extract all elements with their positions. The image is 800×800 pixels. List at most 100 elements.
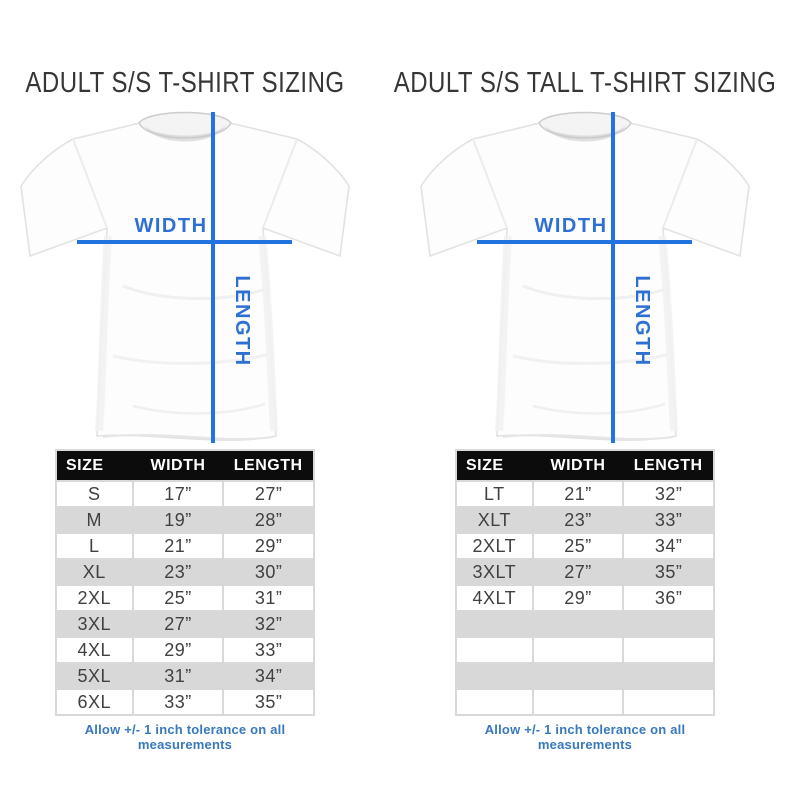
tshirt-sleeve-seam-left — [472, 138, 508, 229]
length-label: LENGTH — [631, 275, 653, 366]
width-label: WIDTH — [534, 215, 607, 237]
table-row: 3XL 27” 32” — [55, 610, 315, 638]
table-cell: 31” — [222, 584, 315, 612]
table-cell: 21” — [131, 532, 225, 560]
table-row: M 19” 28” — [55, 506, 315, 534]
table-row — [455, 636, 715, 664]
table-cell — [455, 610, 534, 638]
table-cell — [455, 636, 534, 664]
panel-regular-sizing: ADULT S/S T-SHIRT SIZING WIDTH LENGTH — [0, 69, 385, 752]
tshirt-wrinkle — [532, 402, 666, 415]
table-cell: 25” — [131, 584, 225, 612]
table-row: 4XL 29” 33” — [55, 636, 315, 664]
table-cell: M — [55, 506, 134, 534]
table-cell: 3XL — [55, 610, 134, 638]
column-header-length: LENGTH — [223, 450, 314, 481]
tshirt-wrinkle — [512, 352, 670, 365]
column-header-size: SIZE — [456, 450, 533, 481]
tshirt-wrinkle — [112, 352, 270, 365]
table-cell: 31” — [131, 662, 225, 690]
table-row: LT 21” 32” — [455, 480, 715, 508]
table-row: 2XLT 25” 34” — [455, 532, 715, 560]
panel-tall-sizing: ADULT S/S TALL T-SHIRT SIZING WIDTH LENG… — [385, 69, 785, 752]
column-header-width: WIDTH — [132, 450, 224, 481]
column-header-length: LENGTH — [623, 450, 714, 481]
size-table-body: S 17” 27” M 19” 28” L 21” 29” XL 23” 30” 2XL 25” 31” 3X… — [55, 480, 315, 716]
table-cell: XL — [55, 558, 134, 586]
tolerance-footnote: Allow +/- 1 inch tolerance on all measur… — [84, 722, 286, 752]
tshirt-hem-shadow — [102, 433, 274, 441]
table-row: 2XL 25” 31” — [55, 584, 315, 612]
table-cell: 4XLT — [455, 584, 534, 612]
table-row — [455, 662, 715, 690]
table-cell: 32” — [222, 610, 315, 638]
table-cell: 2XL — [55, 584, 134, 612]
table-cell: 17” — [131, 480, 225, 508]
sizing-page: ADULT S/S T-SHIRT SIZING WIDTH LENGTH — [0, 69, 785, 752]
table-cell: 29” — [222, 532, 315, 560]
table-cell — [455, 688, 534, 716]
table-cell: 29” — [531, 584, 625, 612]
table-cell: 27” — [531, 558, 625, 586]
table-row: 5XL 31” 34” — [55, 662, 315, 690]
collar-shadow — [144, 125, 226, 142]
table-cell: 29” — [131, 636, 225, 664]
panel-title: ADULT S/S TALL T-SHIRT SIZING — [393, 67, 777, 100]
tolerance-footnote: Allow +/- 1 inch tolerance on all measur… — [484, 722, 686, 752]
table-cell: 34” — [622, 532, 715, 560]
table-cell: 34” — [222, 662, 315, 690]
table-row — [455, 610, 715, 638]
table-cell: S — [55, 480, 134, 508]
tshirt-hem-shadow — [502, 433, 674, 441]
tshirt-shade-left — [95, 235, 112, 432]
table-cell — [455, 662, 534, 690]
table-cell: 33” — [622, 506, 715, 534]
table-cell — [622, 636, 715, 664]
table-cell: 19” — [131, 506, 225, 534]
table-cell — [531, 610, 625, 638]
tshirt-shade-right — [658, 235, 678, 432]
size-table-body: LT 21” 32” XLT 23” 33” 2XLT 25” 34” 3XLT 27” 35” 4XL… — [455, 480, 715, 716]
table-cell: LT — [455, 480, 534, 508]
table-cell: 36” — [622, 584, 715, 612]
tshirt-wrinkle — [132, 402, 266, 415]
table-cell — [531, 636, 625, 664]
table-cell: 35” — [622, 558, 715, 586]
table-cell: 23” — [131, 558, 225, 586]
table-cell: 30” — [222, 558, 315, 586]
table-row: 4XLT 29” 36” — [455, 584, 715, 612]
table-row — [455, 688, 715, 716]
tshirt-shade-left — [495, 235, 512, 432]
tshirt-graphic: WIDTH LENGTH — [420, 111, 750, 443]
table-cell: 21” — [531, 480, 625, 508]
table-cell: 33” — [131, 688, 225, 716]
table-cell: 2XLT — [455, 532, 534, 560]
size-table-header: SIZE WIDTH LENGTH — [56, 450, 314, 481]
tshirt-wrinkle — [522, 284, 664, 301]
table-cell: L — [55, 532, 134, 560]
column-header-size: SIZE — [56, 450, 133, 481]
length-label: LENGTH — [231, 275, 253, 366]
tshirt-sleeve-seam-right — [262, 138, 298, 229]
table-cell: 25” — [531, 532, 625, 560]
table-row: XL 23” 30” — [55, 558, 315, 586]
table-row: S 17” 27” — [55, 480, 315, 508]
tshirt-graphic: WIDTH LENGTH — [20, 111, 350, 443]
table-cell — [531, 688, 625, 716]
tshirt-wrinkle — [122, 284, 264, 301]
table-cell — [622, 610, 715, 638]
table-cell — [622, 662, 715, 690]
table-cell: 33” — [222, 636, 315, 664]
table-cell: 6XL — [55, 688, 134, 716]
table-cell — [531, 662, 625, 690]
size-table-header: SIZE WIDTH LENGTH — [456, 450, 714, 481]
table-row: 6XL 33” 35” — [55, 688, 315, 716]
tshirt-diagram: WIDTH LENGTH — [413, 106, 757, 446]
tshirt-body — [20, 122, 350, 441]
table-cell: 28” — [222, 506, 315, 534]
table-cell: 4XL — [55, 636, 134, 664]
size-table-regular: SIZE WIDTH LENGTH S 17” 27” M 19” 28” L 21” 29” X… — [55, 449, 315, 716]
width-label: WIDTH — [134, 215, 207, 237]
collar-shadow — [544, 125, 626, 142]
table-cell: XLT — [455, 506, 534, 534]
